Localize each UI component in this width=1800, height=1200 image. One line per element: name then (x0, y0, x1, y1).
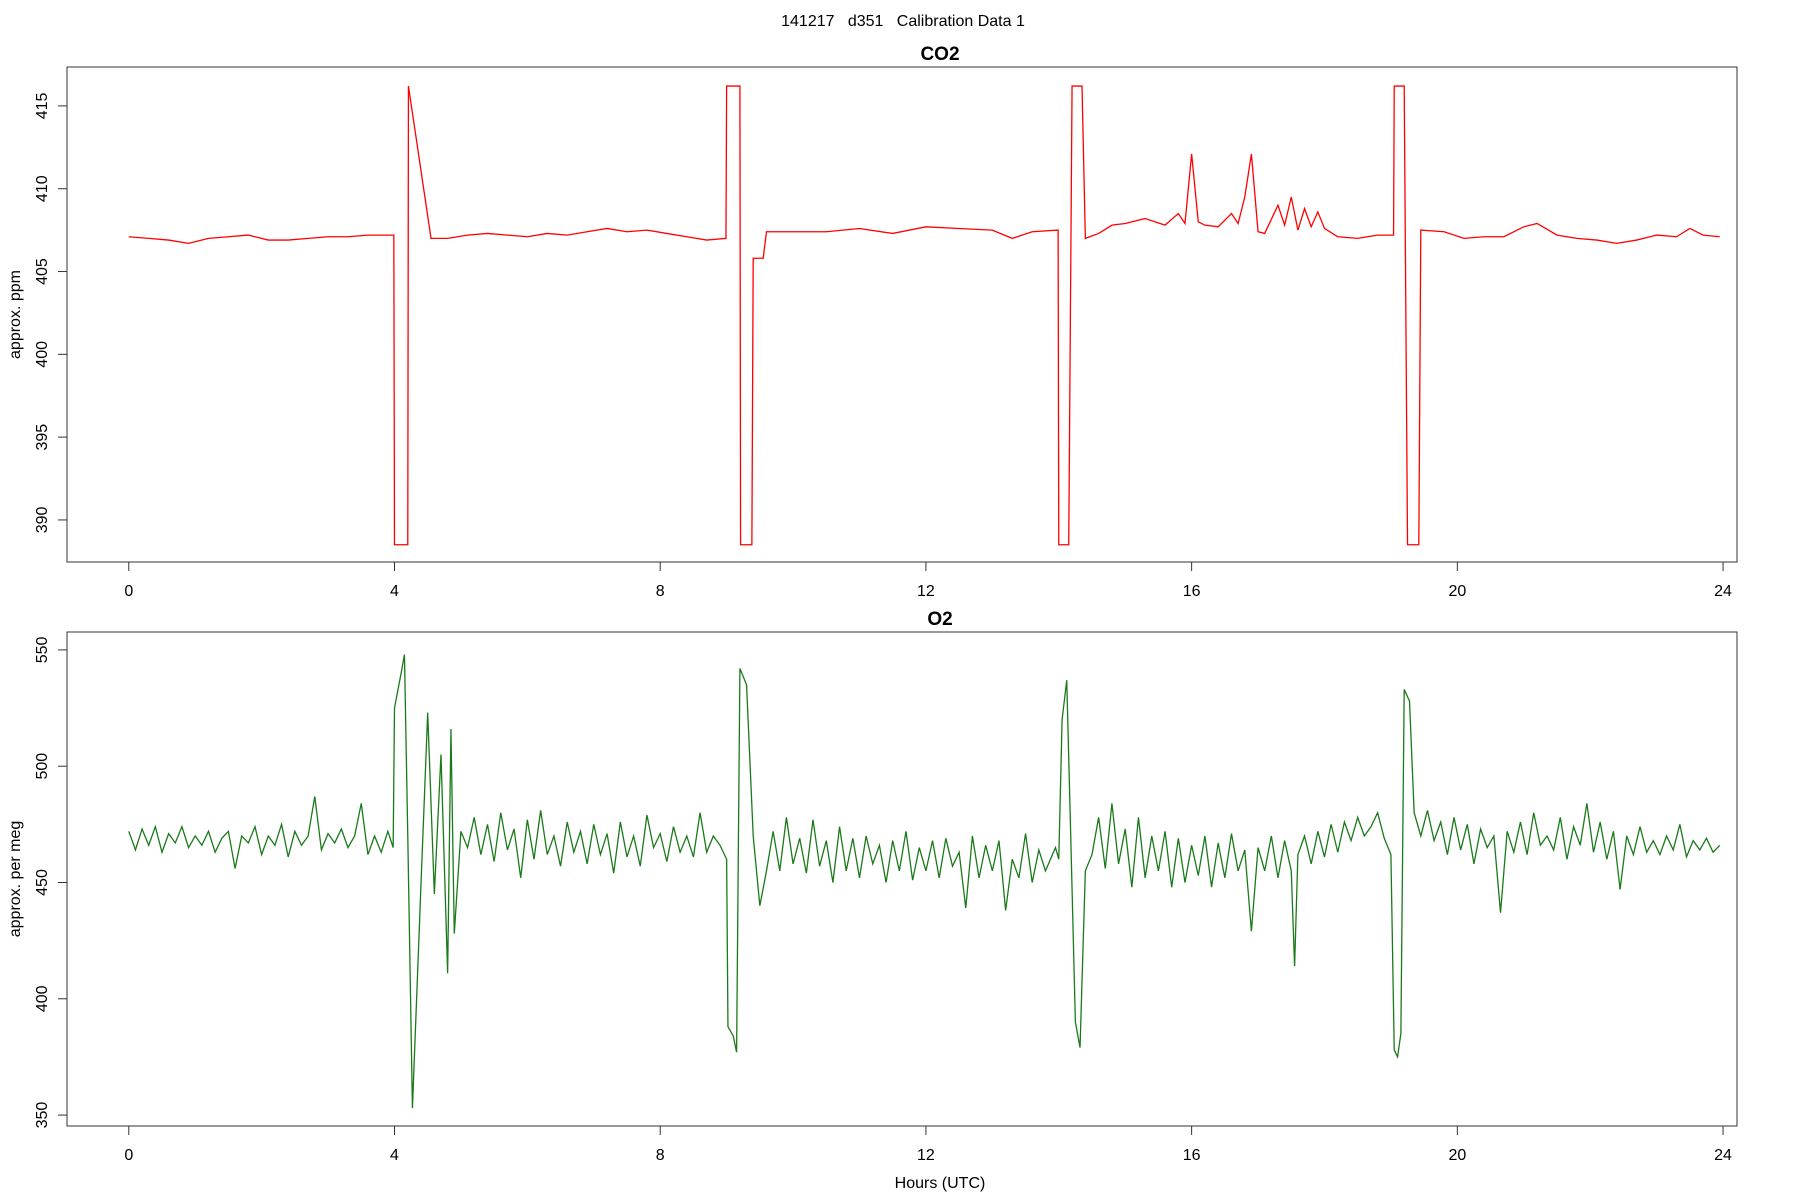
x-tick-label: 20 (1448, 583, 1466, 600)
y-tick-label: 415 (34, 92, 51, 119)
x-tick-label: 24 (1714, 1147, 1732, 1164)
x-tick-label: 4 (390, 1147, 399, 1164)
y-axis-label: approx. ppm (7, 270, 24, 359)
y-tick-label: 410 (34, 175, 51, 202)
chart-title: CO2 (920, 44, 959, 65)
x-tick-label: 12 (917, 1147, 935, 1164)
y-tick-label: 400 (34, 341, 51, 368)
x-tick-label: 20 (1448, 1147, 1466, 1164)
data-line (128, 654, 1721, 1109)
x-axis-label: Hours (UTC) (895, 1175, 986, 1192)
x-tick-label: 24 (1714, 583, 1732, 600)
data-line (128, 85, 1720, 546)
x-tick-label: 12 (917, 583, 935, 600)
plot-frame (66, 631, 1738, 1127)
x-tick-label: 8 (656, 583, 665, 600)
y-axis-label: approx. per meg (7, 821, 24, 938)
y-tick-label: 500 (34, 753, 51, 780)
y-tick-label: 550 (34, 636, 51, 663)
y-tick-label: 405 (34, 258, 51, 285)
x-tick-label: 4 (390, 583, 399, 600)
x-tick-label: 16 (1183, 583, 1201, 600)
y-tick-label: 400 (34, 985, 51, 1012)
chart-title: O2 (927, 609, 952, 630)
x-tick-label: 16 (1183, 1147, 1201, 1164)
y-tick-label: 390 (34, 506, 51, 533)
x-tick-label: 0 (124, 583, 133, 600)
y-tick-label: 350 (34, 1102, 51, 1129)
x-tick-label: 8 (656, 1147, 665, 1164)
y-tick-label: 450 (34, 869, 51, 896)
x-tick-label: 0 (124, 1147, 133, 1164)
y-tick-label: 395 (34, 424, 51, 451)
figure-title: 141217 d351 Calibration Data 1 (781, 13, 1025, 30)
plot-frame (66, 66, 1738, 563)
